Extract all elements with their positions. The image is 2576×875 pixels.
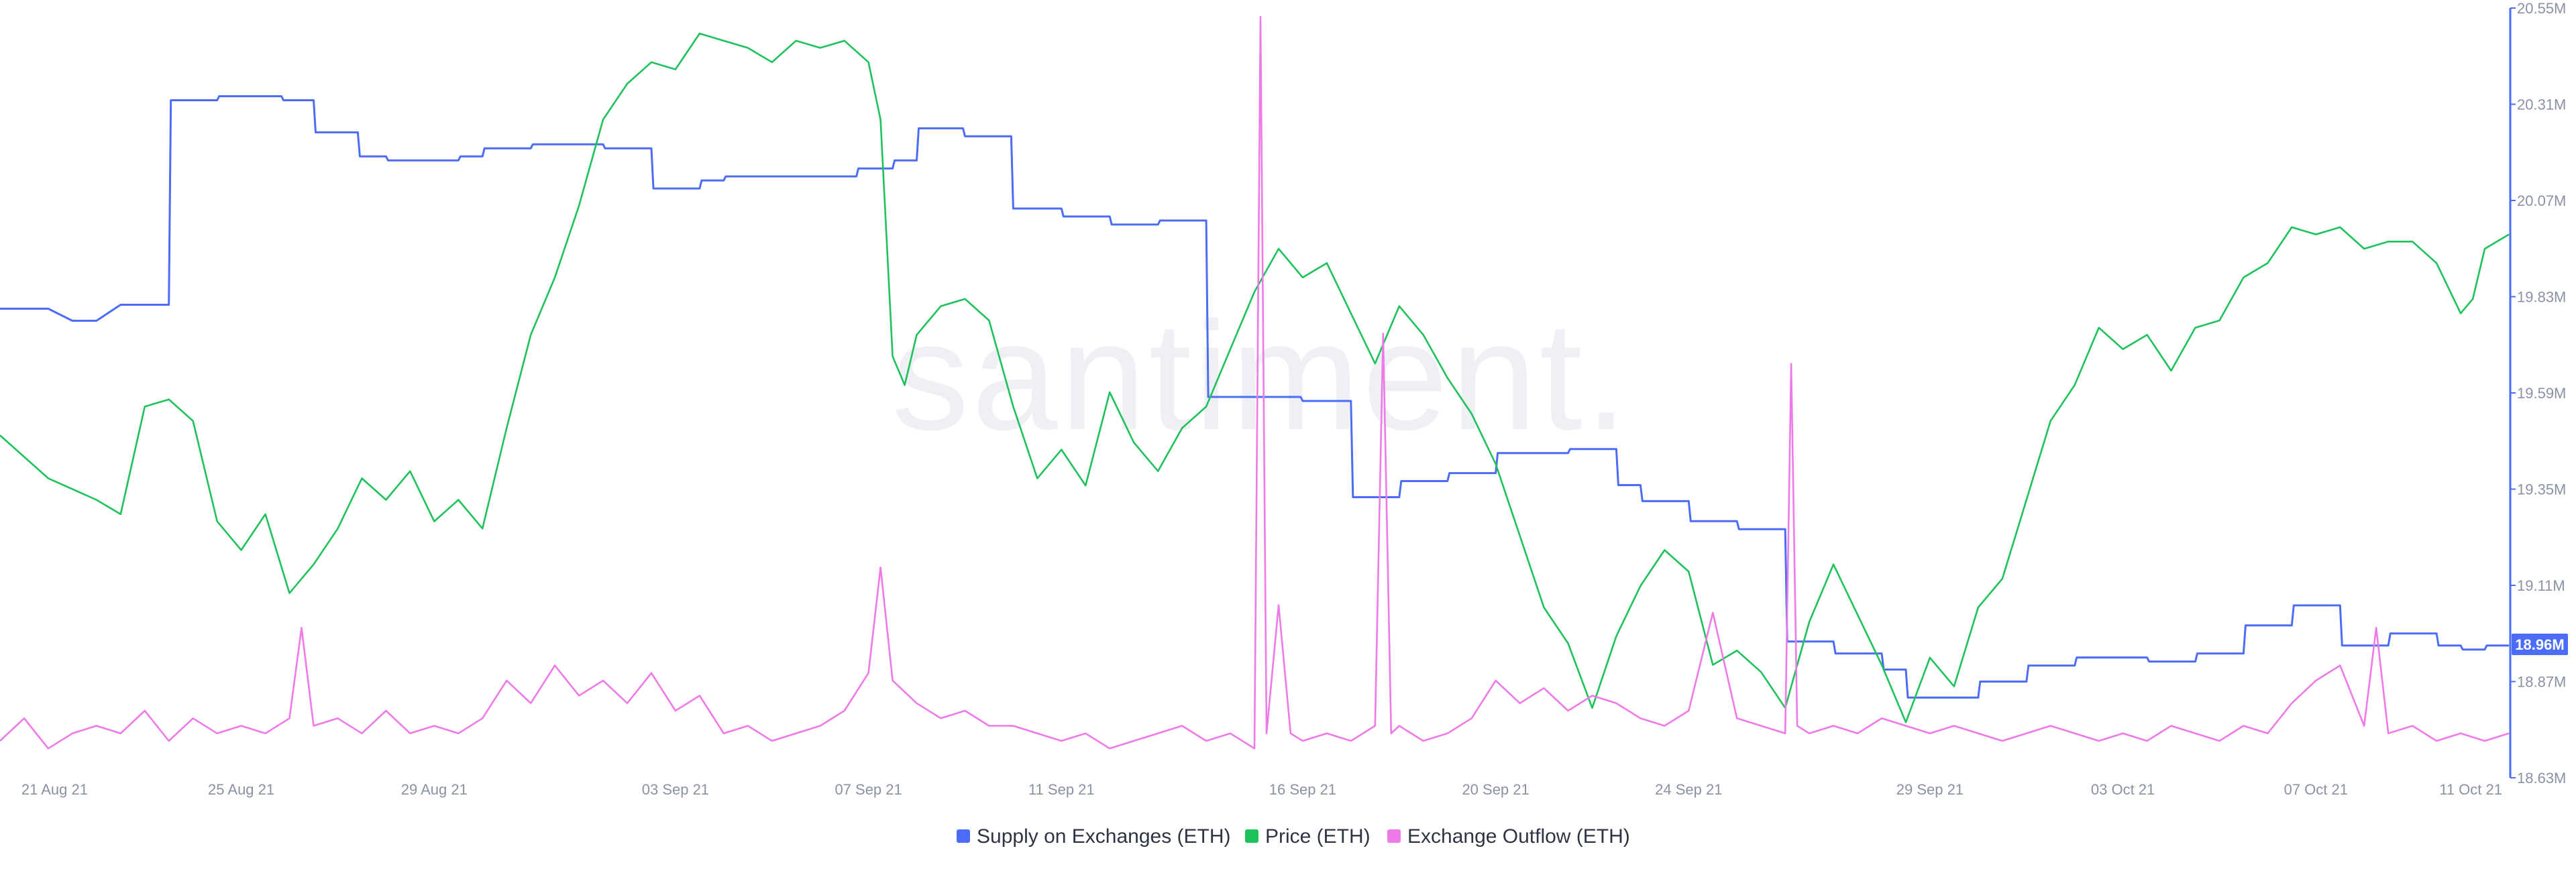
x-tick-label: 07 Sep 21 [835, 781, 902, 798]
legend-item-outflow[interactable]: Exchange Outflow (ETH) [1387, 825, 1630, 848]
last-value-label-text: 18.96M [2515, 636, 2564, 653]
legend-item-supply[interactable]: Supply on Exchanges (ETH) [957, 825, 1231, 848]
x-tick-label: 29 Sep 21 [1896, 781, 1964, 798]
series-line-supply-on-exchanges-eth [0, 95, 2509, 699]
legend-label-supply: Supply on Exchanges (ETH) [977, 825, 1231, 848]
y-tick-label: 19.11M [2517, 577, 2565, 594]
watermark: santiment. [892, 290, 1630, 462]
legend-item-price[interactable]: Price (ETH) [1245, 825, 1371, 848]
legend-label-price: Price (ETH) [1265, 825, 1371, 848]
y-tick-label: 20.55M [2517, 0, 2566, 17]
x-tick-label: 24 Sep 21 [1655, 781, 1722, 798]
y-tick-label: 19.59M [2517, 385, 2566, 402]
x-tick-label: 25 Aug 21 [208, 781, 274, 798]
y-tick-label: 18.63M [2517, 770, 2566, 786]
x-tick-label: 16 Sep 21 [1269, 781, 1336, 798]
legend-swatch-supply [957, 829, 970, 843]
y-tick-label: 19.83M [2517, 289, 2566, 306]
legend: Supply on Exchanges (ETH) Price (ETH) Ex… [957, 825, 1630, 848]
x-tick-label: 07 Oct 21 [2284, 781, 2348, 798]
y-tick-label: 19.35M [2517, 481, 2566, 498]
y-tick-label: 18.87M [2517, 674, 2566, 691]
series-line-price-eth [0, 32, 2510, 723]
x-tick-label: 11 Oct 21 [2439, 781, 2502, 798]
x-tick-label: 21 Aug 21 [21, 781, 88, 798]
legend-swatch-outflow [1387, 829, 1401, 843]
x-tick-label: 03 Oct 21 [2091, 781, 2155, 798]
legend-label-outflow: Exchange Outflow (ETH) [1407, 825, 1630, 848]
legend-swatch-price [1245, 829, 1258, 843]
x-tick-label: 11 Sep 21 [1028, 781, 1095, 798]
last-value-label-bg [2512, 634, 2568, 655]
x-axis-ticks: 21 Aug 21 25 Aug 21 29 Aug 21 03 Sep 21 07 S… [21, 781, 2502, 798]
x-tick-label: 03 Sep 21 [642, 781, 709, 798]
y-tick-label: 20.07M [2517, 192, 2566, 209]
x-tick-label: 29 Aug 21 [401, 781, 468, 798]
x-tick-label: 20 Sep 21 [1462, 781, 1529, 798]
series-layer [0, 15, 2510, 750]
y-tick-label: 20.31M [2517, 97, 2566, 113]
y-axis-ticks: 20.55M 20.31M 20.07M 19.83M 19.59M 19.35M 19.1… [2510, 0, 2566, 786]
series-line-exchange-outflow-eth [0, 15, 2510, 750]
last-value-label: 18.96M [2512, 634, 2568, 655]
